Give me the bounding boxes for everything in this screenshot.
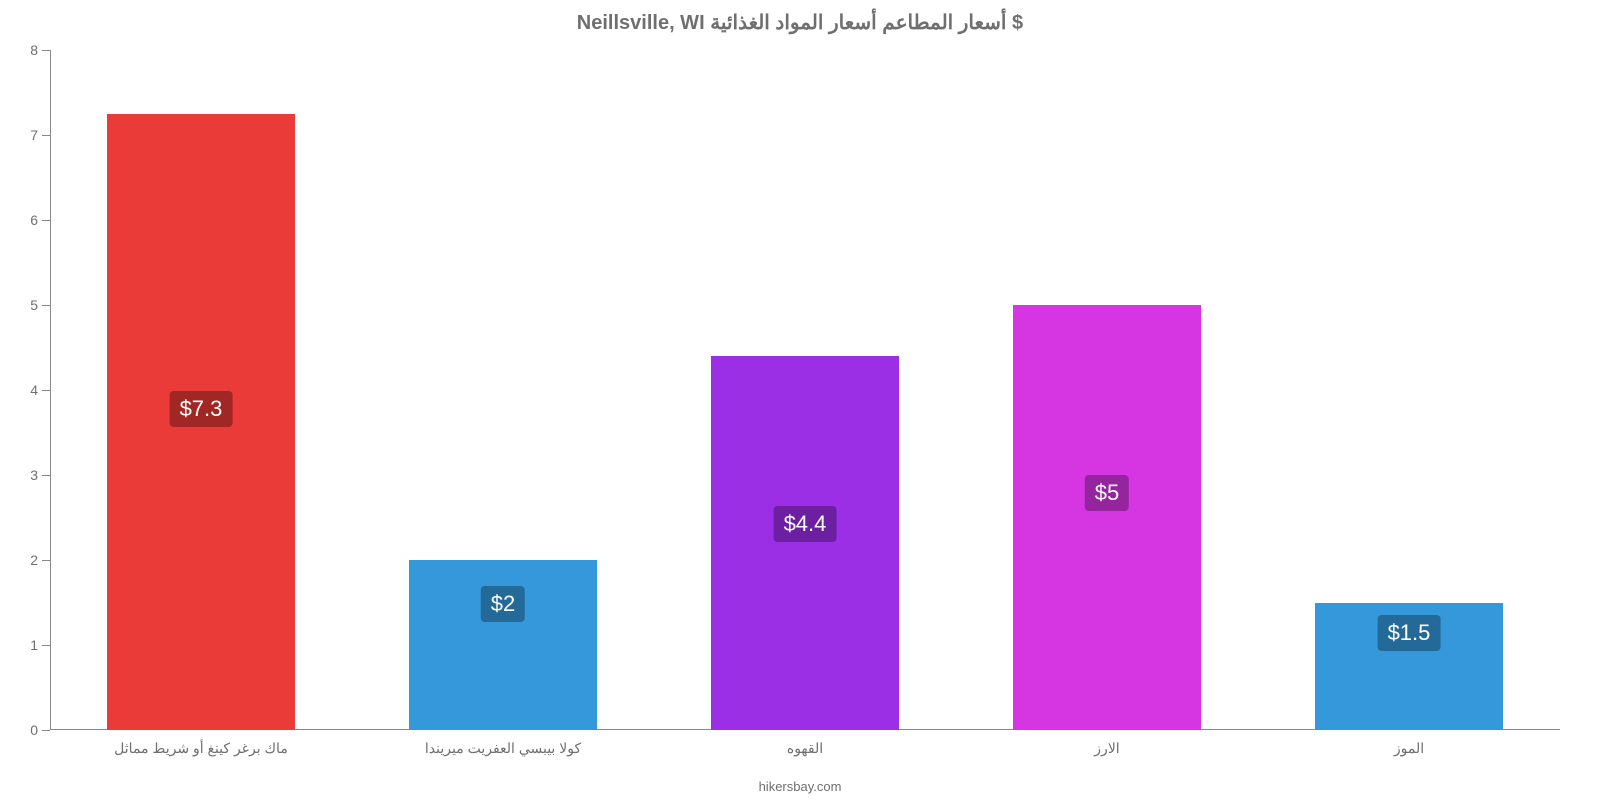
x-category-label: القهوه [787,740,823,757]
bar: $7.3 [107,114,294,730]
y-tick-label: 3 [30,467,38,483]
y-tick [42,220,50,221]
bar-value-badge: $7.3 [170,391,233,427]
y-tick [42,560,50,561]
x-category-label: كولا بيبسي العفريت ميريندا [425,740,581,757]
bar: $5 [1013,305,1200,730]
x-category-label: الارز [1094,740,1119,757]
y-tick-label: 7 [30,127,38,143]
y-tick [42,645,50,646]
bar-value-badge: $1.5 [1378,615,1441,651]
plot-area: 012345678$7.3ماك برغر كينغ أو شريط مماثل… [50,50,1560,730]
y-tick [42,390,50,391]
x-category-label: ماك برغر كينغ أو شريط مماثل [114,740,288,757]
y-tick [42,135,50,136]
bar-value-badge: $5 [1085,475,1129,511]
y-tick [42,475,50,476]
bar-value-badge: $2 [481,586,525,622]
bar-value-badge: $4.4 [774,506,837,542]
y-tick-label: 2 [30,552,38,568]
chart-source: hikersbay.com [0,779,1600,794]
y-tick-label: 6 [30,212,38,228]
y-tick-label: 1 [30,637,38,653]
y-tick-label: 5 [30,297,38,313]
price-bar-chart: Neillsville, WI أسعار المطاعم أسعار المو… [0,0,1600,800]
y-axis-line [50,50,51,730]
chart-title: Neillsville, WI أسعار المطاعم أسعار المو… [0,10,1600,35]
bar: $4.4 [711,356,898,730]
bar: $1.5 [1315,603,1502,731]
bar: $2 [409,560,596,730]
y-tick-label: 4 [30,382,38,398]
y-tick [42,305,50,306]
y-tick [42,50,50,51]
y-tick [42,730,50,731]
y-tick-label: 8 [30,42,38,58]
x-category-label: الموز [1394,740,1424,757]
y-tick-label: 0 [30,722,38,738]
